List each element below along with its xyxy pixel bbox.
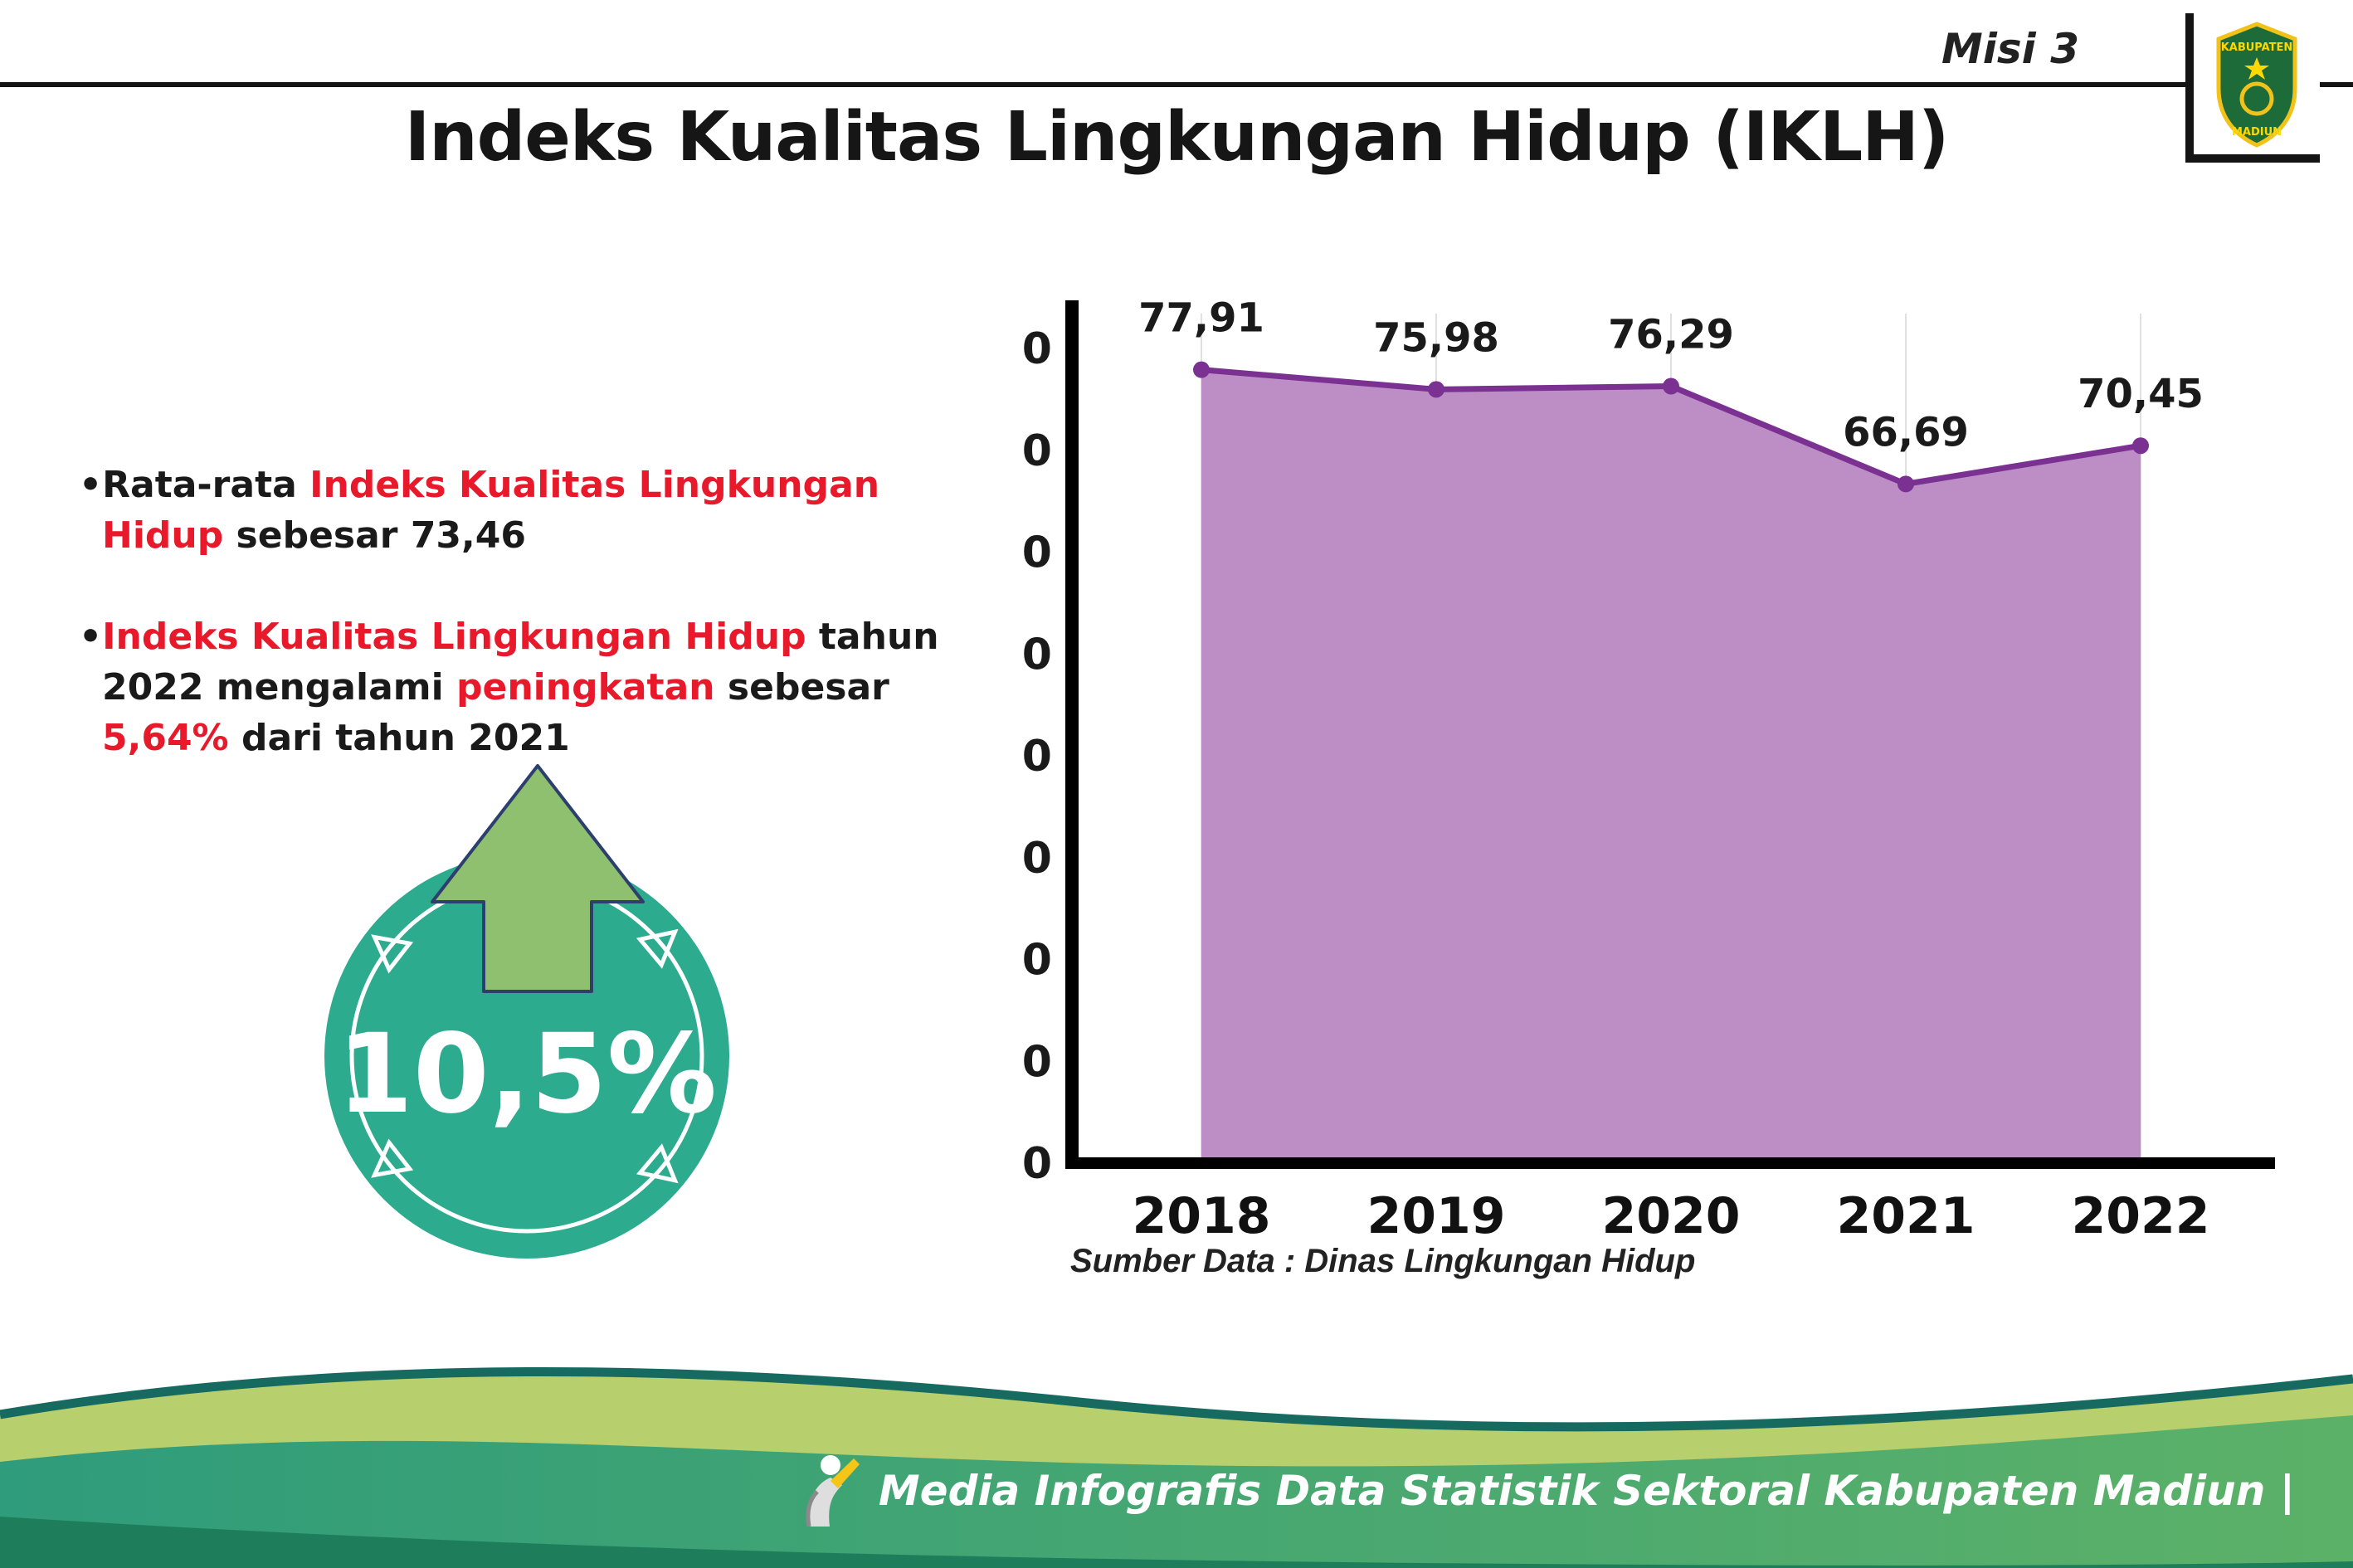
footer-credit: Media Infografis Data Statistik Sektoral…: [792, 1452, 2295, 1530]
footer-credit-text: Media Infografis Data Statistik Sektoral…: [878, 1467, 2295, 1515]
bullet-average-iklh: •Rata-rata Indeks Kualitas Lingkungan Hi…: [79, 460, 971, 561]
data-point: [1898, 475, 1914, 493]
badge-ring-triangle-icon: [371, 1138, 414, 1178]
kabupaten-madiun-crest-icon: KABUPATEN MADIUN: [2216, 22, 2297, 148]
text-segment: sebesar 73,46: [223, 514, 526, 557]
y-tick-label: 60: [1021, 528, 1052, 578]
page-title: Indeks Kualitas Lingkungan Hidup (IKLH): [404, 98, 1950, 177]
data-point: [2132, 437, 2149, 455]
bullet-average-iklh-text: Rata-rata Indeks Kualitas Lingkungan Hid…: [102, 464, 879, 557]
data-point: [1193, 361, 1210, 378]
bullet-dot: •: [79, 464, 103, 506]
mascot-head: [820, 1455, 840, 1475]
value-label: 77,91: [1138, 295, 1264, 342]
crest-bottom-text: MADIUN: [2232, 126, 2282, 139]
data-point: [1428, 381, 1444, 398]
x-tick-label: 2021: [1837, 1187, 1975, 1245]
mascot-pencil: [830, 1458, 860, 1488]
y-tick-label: 0: [1022, 1139, 1052, 1189]
iklh-area-chart: 77,91 75,98 76,29 66,69 70,45 0 10 20 30 40 50 60 70…: [1021, 295, 2275, 1245]
crest-top-text: KABUPATEN: [2221, 41, 2293, 54]
x-tick-label: 2020: [1602, 1187, 1741, 1245]
data-point: [1663, 377, 1679, 395]
value-label: 76,29: [1608, 312, 1734, 358]
x-tick-label: 2019: [1367, 1187, 1506, 1245]
mascot-body: [808, 1478, 842, 1527]
increase-badge: 10,5%: [324, 764, 729, 1259]
badge-circle: [324, 854, 729, 1259]
y-tick-label: 20: [1021, 936, 1052, 986]
crest-ring: [2239, 81, 2274, 116]
source-note: Sumber Data : Dinas Lingkungan Hidup: [1070, 1243, 1696, 1279]
crest-star-icon: [2244, 57, 2269, 80]
bullet-iklh-increase-text: Indeks Kualitas Lingkungan Hidup tahun 2…: [102, 616, 939, 758]
badge-ring-triangle-icon: [371, 934, 414, 974]
value-label: 66,69: [1843, 409, 1969, 455]
footer-green-wave: [0, 1415, 2353, 1568]
value-label: 70,45: [2078, 371, 2204, 417]
y-tick-label: 70: [1021, 426, 1052, 476]
summary-bullets: •Rata-rata Indeks Kualitas Lingkungan Hi…: [79, 460, 971, 816]
bullet-iklh-increase: •Indeks Kualitas Lingkungan Hidup tahun …: [79, 612, 971, 763]
text-segment: sebesar: [714, 666, 889, 709]
footer-dark-strip: [0, 1517, 2353, 1568]
x-tick-label: 2022: [2072, 1187, 2210, 1245]
x-axis: [1065, 1157, 2275, 1169]
value-label: 75,98: [1373, 314, 1499, 361]
text-segment: dari tahun 2021: [228, 716, 570, 759]
area-fill: [1201, 369, 2141, 1163]
badge-ring-triangle-icon: [636, 928, 679, 969]
mascot-arm: [806, 1490, 819, 1527]
mascot-writer-icon: [806, 1455, 860, 1527]
up-arrow-icon: [431, 764, 645, 993]
bullet-dot: •: [79, 616, 103, 659]
footer-wave-decoration: [0, 1367, 2353, 1568]
kabupaten-madiun-logo-frame: KABUPATEN MADIUN: [2185, 13, 2320, 163]
y-axis: [1065, 300, 1079, 1169]
y-tick-label: 40: [1021, 732, 1052, 782]
y-tick-label: 30: [1021, 834, 1052, 884]
text-segment: Indeks Kualitas Lingkungan Hidup: [102, 616, 806, 659]
text-segment: peningkatan: [456, 666, 715, 709]
text-segment: tahun 2022 mengalami: [102, 616, 939, 709]
footer-teal-line: [0, 1367, 2353, 1432]
y-tick-label: 50: [1021, 630, 1052, 679]
badge-ring-triangle-icon: [636, 1143, 679, 1184]
badge-percentage: 10,5%: [337, 1010, 717, 1138]
y-tick-label: 10: [1021, 1037, 1052, 1087]
x-tick-label: 2018: [1133, 1187, 1271, 1245]
header-divider-line: [0, 82, 2353, 87]
y-tick-label: 80: [1021, 324, 1052, 374]
text-segment: Indeks Kualitas Lingkungan Hidup: [102, 464, 880, 557]
text-segment: 5,64%: [102, 716, 229, 759]
text-segment: Rata-rata: [102, 464, 310, 506]
misi-label: Misi 3: [1941, 25, 2079, 73]
